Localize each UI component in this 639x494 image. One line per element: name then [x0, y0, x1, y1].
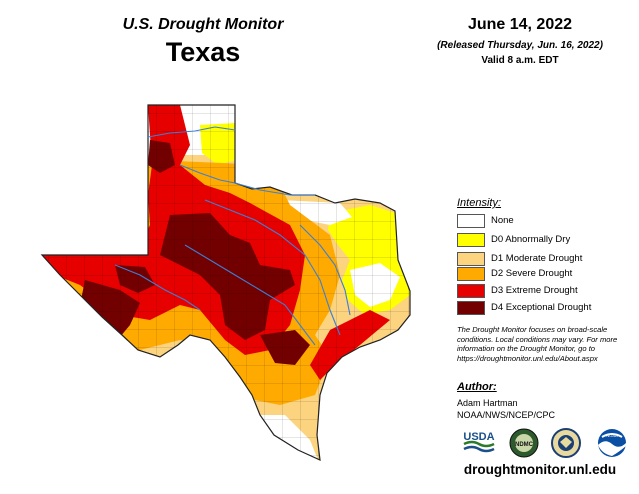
legend-label: D2 Severe Drought — [491, 268, 573, 279]
disclaimer-note: The Drought Monitor focuses on broad-sca… — [457, 325, 618, 363]
noaa-logo: NOAA — [598, 429, 626, 457]
legend-item-d4: D4 Exceptional Drought — [457, 301, 627, 315]
legend-swatch — [457, 233, 485, 247]
legend-item-d2: D2 Severe Drought — [457, 267, 627, 281]
map-title: Texas — [165, 37, 241, 67]
colorado-river — [184, 244, 316, 346]
legend-label: D4 Exceptional Drought — [491, 302, 592, 313]
valid-time: Valid 8 a.m. EDT — [481, 55, 559, 66]
legend-item-d3: D3 Extreme Drought — [457, 284, 627, 298]
legend-item-d0: D0 Abnormally Dry — [457, 233, 627, 247]
author-heading: Author: — [457, 381, 497, 393]
canadian-river — [147, 126, 236, 138]
brazos-river — [204, 199, 341, 336]
legend-swatch — [457, 252, 485, 266]
website-link[interactable]: droughtmonitor.unl.edu — [463, 462, 617, 477]
texas-drought-map — [40, 104, 411, 461]
legend-label: None — [491, 215, 514, 226]
legend-swatch — [457, 214, 485, 228]
legend-item-d1: D1 Moderate Drought — [457, 252, 627, 266]
legend-label: D3 Extreme Drought — [491, 285, 578, 296]
legend-title: Intensity: — [457, 197, 502, 209]
usda-logo-text: USDA — [463, 431, 494, 443]
author-org: NOAA/NWS/NCEP/CPC — [457, 410, 556, 420]
map-date: June 14, 2022 — [467, 16, 573, 33]
legend-swatch — [457, 267, 485, 281]
legend-label: D1 Moderate Drought — [491, 253, 583, 264]
commerce-seal-logo — [551, 428, 581, 458]
legend-item-none: None — [457, 214, 627, 228]
release-date: (Released Thursday, Jun. 16, 2022) — [437, 40, 603, 51]
ndmc-logo: NDMC — [509, 428, 539, 458]
trinity-river — [299, 224, 351, 316]
map-subtitle: U.S. Drought Monitor — [122, 16, 284, 33]
legend-swatch — [457, 284, 485, 298]
red-river — [179, 164, 315, 196]
noaa-logo-text: NOAA — [606, 433, 618, 438]
legend-swatch — [457, 301, 485, 315]
rio-grande — [114, 264, 201, 311]
author-name: Adam Hartman — [457, 398, 518, 408]
state-outline — [40, 104, 411, 461]
legend-label: D0 Abnormally Dry — [491, 234, 571, 245]
usda-logo: USDA — [463, 431, 495, 453]
rivers — [114, 126, 351, 346]
county-grid — [42, 105, 410, 460]
ndmc-logo-text: NDMC — [515, 442, 534, 448]
